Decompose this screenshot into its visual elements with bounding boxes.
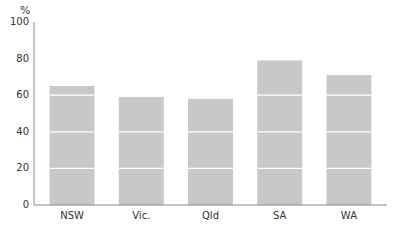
bar bbox=[188, 99, 233, 205]
bar-segment-line bbox=[257, 131, 302, 132]
bar-segment-line bbox=[326, 168, 371, 169]
y-tick-label: 60 bbox=[16, 89, 29, 100]
x-tick-label: SA bbox=[273, 210, 287, 221]
bar-segment-line bbox=[326, 95, 371, 96]
y-tick-label: 20 bbox=[16, 162, 29, 173]
y-tick-label: 100 bbox=[10, 16, 29, 27]
bar-segment-line bbox=[119, 131, 164, 132]
y-tick-label: 0 bbox=[23, 199, 29, 210]
bar-segment-line bbox=[50, 95, 95, 96]
bar-segment-line bbox=[188, 168, 233, 169]
bar-segment-line bbox=[257, 95, 302, 96]
bar-segment-line bbox=[50, 131, 95, 132]
x-tick-label: Vic. bbox=[132, 210, 150, 221]
bar bbox=[257, 60, 302, 205]
bar bbox=[326, 75, 371, 205]
bar bbox=[50, 86, 95, 205]
bar-segment-line bbox=[257, 168, 302, 169]
x-tick-label: NSW bbox=[60, 210, 84, 221]
chart-svg: 0 20 40 60 80 100 NSW Vic. Qld SA WA% bbox=[0, 0, 397, 227]
y-tick-label: 80 bbox=[16, 53, 29, 64]
y-axis-line bbox=[34, 22, 35, 205]
bar-segment-line bbox=[326, 131, 371, 132]
x-tick-label: WA bbox=[341, 210, 357, 221]
y-tick-label: 40 bbox=[16, 126, 29, 137]
x-tick-label: Qld bbox=[202, 210, 219, 221]
y-axis-label: % bbox=[20, 4, 30, 17]
bar-segment-line bbox=[50, 168, 95, 169]
bar bbox=[119, 97, 164, 205]
bar-segment-line bbox=[188, 131, 233, 132]
bar-segment-line bbox=[119, 168, 164, 169]
x-axis-line bbox=[34, 205, 387, 206]
chart-container: 0 20 40 60 80 100 NSW Vic. Qld SA WA% bbox=[0, 0, 397, 227]
plot-area bbox=[50, 60, 372, 205]
